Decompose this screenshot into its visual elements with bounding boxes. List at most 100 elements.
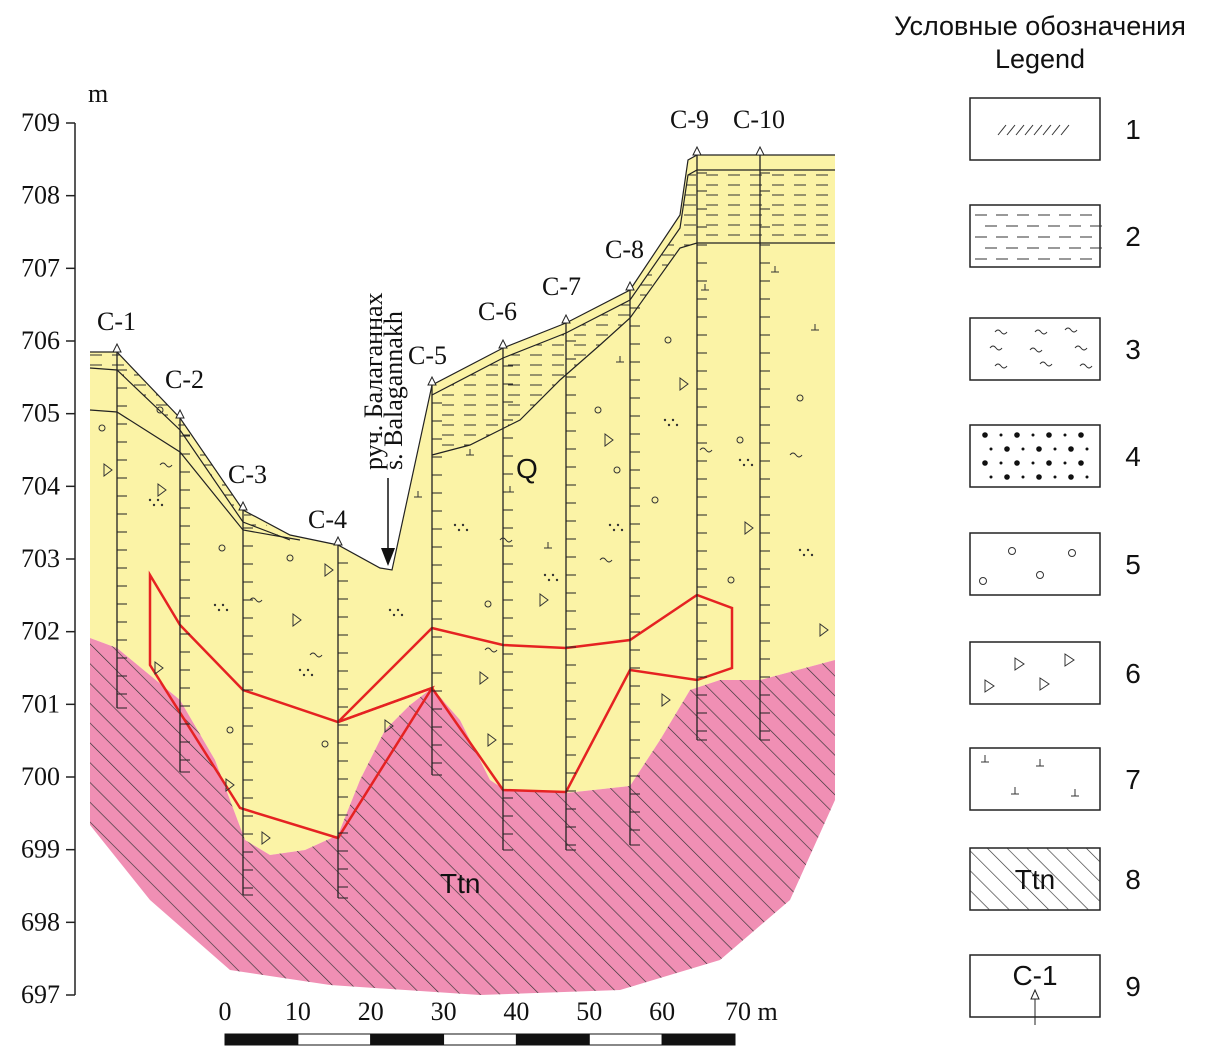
debris bbox=[324, 563, 334, 577]
legend-symbol bbox=[1033, 124, 1043, 136]
debris bbox=[487, 733, 497, 747]
bedrock-hatch bbox=[90, 638, 835, 995]
scale-segment bbox=[224, 1033, 299, 1046]
borehole-head bbox=[333, 535, 343, 546]
tick-label: 697 bbox=[21, 980, 60, 1009]
silt bbox=[789, 452, 803, 458]
silt bbox=[499, 537, 513, 543]
legend-symbol bbox=[1029, 347, 1043, 353]
legend-symbol bbox=[989, 475, 993, 479]
debris bbox=[384, 719, 394, 733]
pebble bbox=[727, 576, 735, 584]
marl bbox=[811, 324, 819, 331]
silt bbox=[249, 597, 263, 603]
sand bbox=[221, 603, 225, 607]
sand bbox=[612, 528, 616, 532]
legend-symbol bbox=[1053, 475, 1057, 479]
debris bbox=[539, 593, 549, 607]
silt bbox=[599, 557, 613, 563]
marl bbox=[771, 266, 779, 273]
scale-segment bbox=[443, 1033, 517, 1046]
marl bbox=[506, 486, 514, 493]
sand bbox=[148, 498, 152, 502]
legend-symbol bbox=[1071, 789, 1079, 797]
debris bbox=[261, 831, 271, 845]
legend-symbol bbox=[970, 848, 1100, 910]
legend-symbol bbox=[1031, 461, 1035, 465]
sand bbox=[806, 548, 810, 552]
debris bbox=[661, 693, 671, 707]
sand bbox=[392, 613, 396, 617]
legend-number: 4 bbox=[1125, 441, 1141, 472]
pebble bbox=[664, 336, 672, 344]
tick-label: 707 bbox=[21, 253, 60, 282]
sand bbox=[616, 523, 620, 527]
tick-label: 698 bbox=[21, 907, 60, 936]
legend-symbol bbox=[989, 447, 993, 451]
sand bbox=[663, 418, 667, 422]
legend-sample: C-1 bbox=[1012, 960, 1057, 991]
pebble bbox=[156, 406, 164, 414]
debris bbox=[679, 377, 689, 391]
legend-box bbox=[969, 747, 1101, 811]
legend-number: 7 bbox=[1125, 764, 1141, 795]
legend-symbol bbox=[982, 460, 988, 466]
legend-number: 1 bbox=[1125, 114, 1141, 145]
legend-symbol bbox=[1046, 460, 1052, 466]
tick-label: 704 bbox=[21, 471, 60, 500]
legend-box bbox=[969, 641, 1101, 705]
sand bbox=[547, 578, 551, 582]
sand bbox=[152, 503, 156, 507]
debris bbox=[292, 613, 302, 627]
legend-symbol bbox=[989, 345, 1003, 351]
borehole-label: C-6 bbox=[478, 297, 517, 326]
legend-symbol bbox=[1063, 461, 1067, 465]
legend-symbol bbox=[979, 577, 987, 585]
marl bbox=[544, 542, 552, 549]
sand bbox=[742, 463, 746, 467]
sand bbox=[310, 673, 314, 677]
sand bbox=[225, 608, 229, 612]
borehole-head bbox=[238, 500, 248, 511]
debris bbox=[604, 433, 614, 447]
tick-label: 708 bbox=[21, 181, 60, 210]
legend-symbol bbox=[1004, 446, 1010, 452]
debris bbox=[103, 463, 113, 477]
legend-symbol bbox=[1008, 547, 1016, 555]
borehole-label: C-9 bbox=[670, 105, 709, 134]
legend-symbol bbox=[1079, 363, 1093, 369]
quaternary-deposits bbox=[90, 155, 835, 855]
debris bbox=[157, 483, 167, 497]
scale-segment bbox=[515, 1033, 590, 1046]
sand bbox=[671, 418, 675, 422]
sand bbox=[156, 498, 160, 502]
legend-symbol bbox=[999, 433, 1003, 437]
borehole-head bbox=[692, 145, 702, 156]
sand bbox=[667, 423, 671, 427]
borehole-label: C-8 bbox=[605, 235, 644, 264]
stream-label-en: s. Balagannakh bbox=[379, 311, 408, 470]
legend-symbol bbox=[997, 124, 1007, 136]
sand bbox=[213, 603, 217, 607]
sand bbox=[465, 528, 469, 532]
sand bbox=[388, 608, 392, 612]
legend-symbol bbox=[1014, 460, 1020, 466]
legend-symbol bbox=[1060, 124, 1070, 136]
legend-symbol bbox=[1064, 327, 1078, 333]
borehole-head bbox=[175, 408, 185, 419]
borehole-label: C-2 bbox=[165, 365, 204, 394]
layer-boundary bbox=[431, 169, 835, 396]
legend-symbol bbox=[1039, 677, 1050, 691]
sand bbox=[217, 608, 221, 612]
legend-symbol bbox=[1068, 549, 1076, 557]
legend-symbol bbox=[982, 432, 988, 438]
legend-symbol bbox=[1051, 124, 1061, 136]
legend-box bbox=[969, 97, 1101, 161]
axis-unit: m bbox=[88, 79, 108, 108]
borehole-label: C-7 bbox=[542, 272, 581, 301]
legend-symbol bbox=[1042, 124, 1052, 136]
silt bbox=[309, 652, 323, 658]
borehole-head bbox=[498, 338, 508, 349]
legend-symbol bbox=[1014, 657, 1025, 671]
